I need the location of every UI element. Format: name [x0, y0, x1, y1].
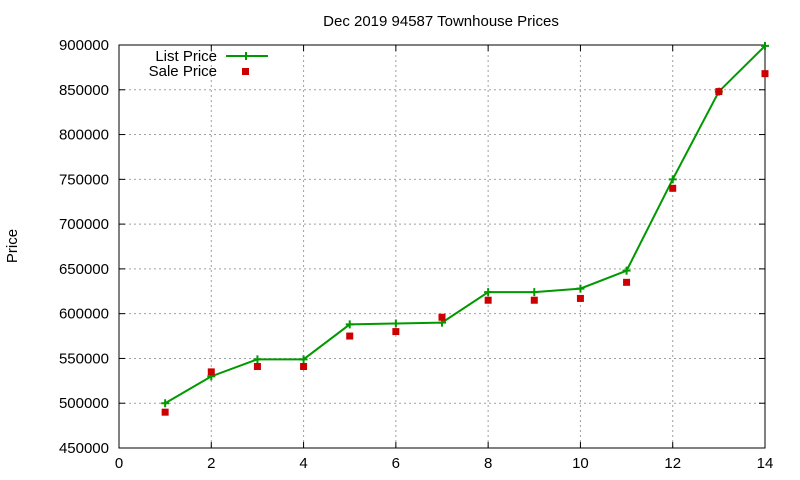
- y-tick-label: 550000: [59, 350, 109, 367]
- y-tick-label: 650000: [59, 261, 109, 278]
- point-sale-price: [161, 408, 169, 416]
- point-sale-price: [207, 368, 215, 376]
- point-sale-price: [346, 332, 354, 340]
- point-sale-price: [576, 294, 584, 302]
- point-sale-price: [623, 278, 631, 286]
- y-tick-label: 700000: [59, 216, 109, 233]
- y-tick-label: 600000: [59, 306, 109, 323]
- point-sale-price: [715, 88, 723, 96]
- x-tick-label: 2: [207, 455, 215, 472]
- point-list-price: [253, 355, 262, 364]
- y-tick-label: 500000: [59, 395, 109, 412]
- point-list-price: [391, 319, 400, 328]
- legend: List Price Sale Price: [149, 48, 268, 80]
- legend-label-list-price: List Price: [155, 48, 217, 65]
- x-tick-label: 10: [572, 455, 589, 472]
- point-sale-price: [484, 296, 492, 304]
- point-sale-price: [253, 363, 261, 371]
- axis-ticks: 0 2 4 6 8 10 12 14 450000 500000 550000 600000 65000…: [59, 37, 773, 472]
- y-tick-label: 800000: [59, 127, 109, 144]
- legend-marker-sale-price: [242, 68, 249, 75]
- x-tick-label: 4: [299, 455, 307, 472]
- point-list-price: [622, 266, 631, 275]
- y-tick-label: 850000: [59, 82, 109, 99]
- y-tick-label: 900000: [59, 37, 109, 54]
- point-list-price: [345, 320, 354, 329]
- point-list-price: [576, 284, 585, 293]
- point-list-price: [299, 355, 308, 364]
- y-tick-label: 450000: [59, 440, 109, 457]
- point-sale-price: [392, 328, 400, 336]
- series: [161, 41, 769, 416]
- x-tick-label: 8: [484, 455, 492, 472]
- x-tick-label: 0: [115, 455, 123, 472]
- series-line-list-price: [164, 45, 766, 405]
- y-axis-label: Price: [4, 229, 21, 263]
- plot-border: [118, 44, 766, 449]
- x-tick-label: 6: [392, 455, 400, 472]
- y-tick-label: 750000: [59, 171, 109, 188]
- point-sale-price: [761, 70, 769, 78]
- point-list-price: [530, 288, 539, 297]
- legend-label-sale-price: Sale Price: [149, 63, 217, 80]
- point-list-price: [484, 288, 493, 297]
- chart-title: Dec 2019 94587 Townhouse Prices: [323, 13, 559, 30]
- x-tick-label: 14: [757, 455, 774, 472]
- point-sale-price: [530, 296, 538, 304]
- point-list-price: [668, 175, 677, 184]
- point-list-price: [761, 41, 769, 50]
- point-sale-price: [669, 184, 677, 192]
- grid: [119, 45, 765, 448]
- point-sale-price: [438, 313, 446, 321]
- point-list-price: [161, 399, 170, 408]
- point-sale-price: [300, 363, 308, 371]
- x-tick-label: 12: [664, 455, 681, 472]
- legend-marker-list-price: [242, 52, 250, 60]
